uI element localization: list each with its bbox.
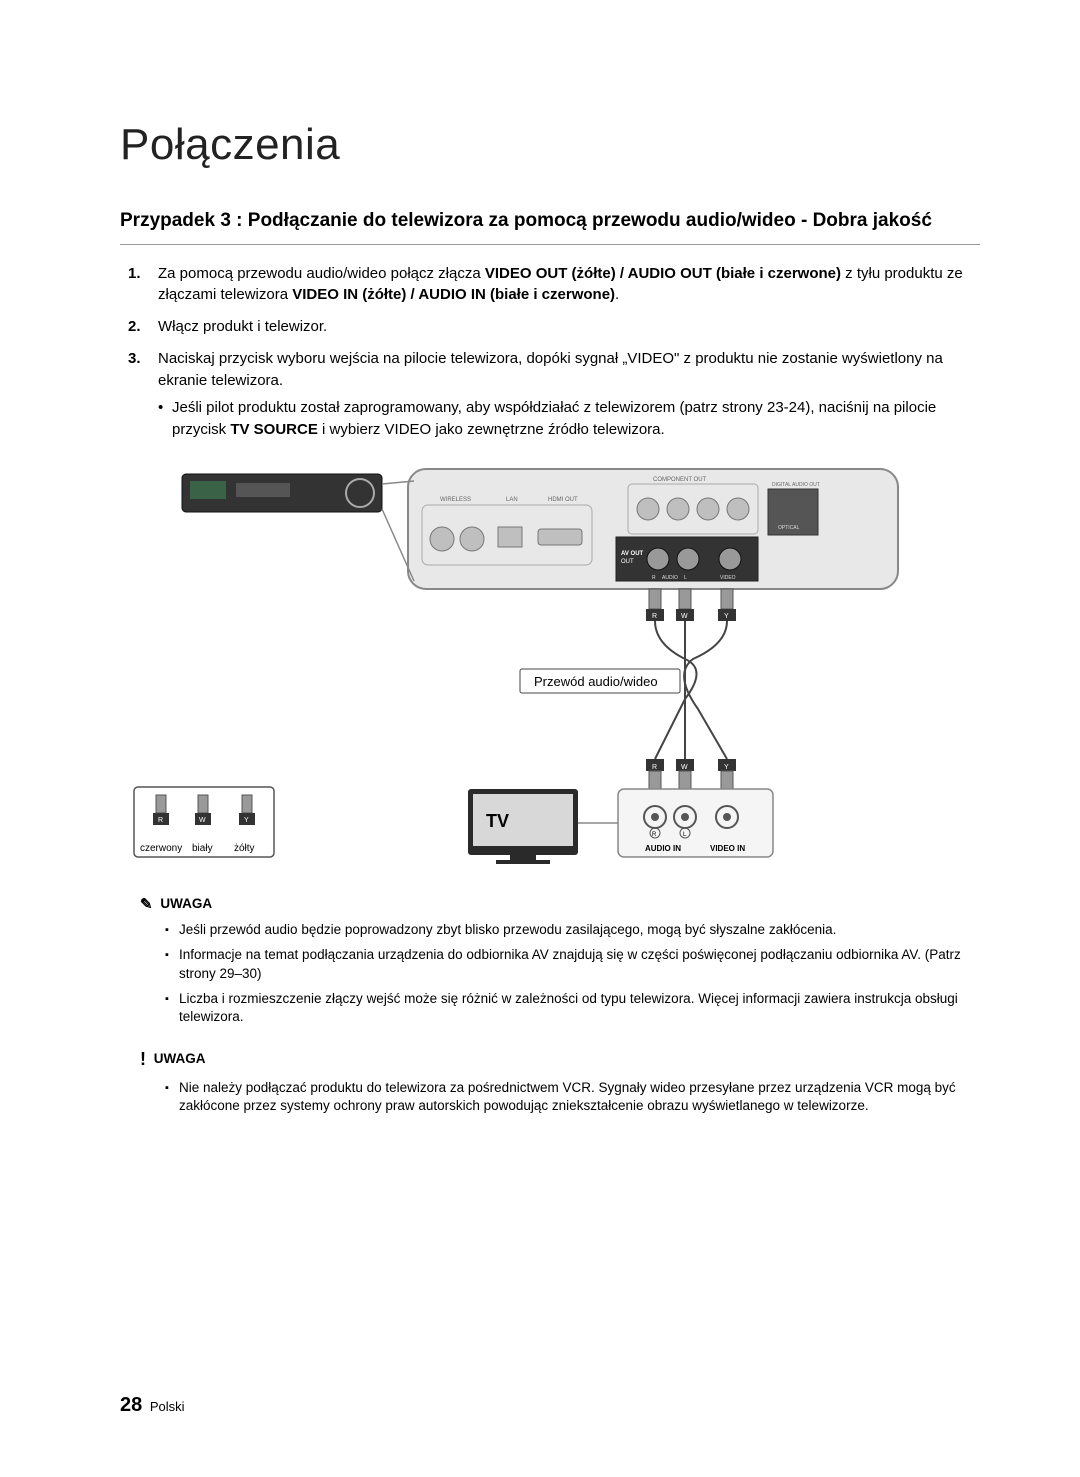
hdmi-label: HDMI OUT xyxy=(548,497,578,503)
video-in-label: VIDEO IN xyxy=(710,844,745,853)
optical-label: OPTICAL xyxy=(778,525,800,531)
step-2: Włącz produkt i telewizor. xyxy=(128,316,980,338)
step-1: Za pomocą przewodu audio/wideo połącz zł… xyxy=(128,263,980,307)
legend-yellow: żółty xyxy=(234,843,255,854)
note-block-1: ✎ UWAGA Jeśli przewód audio będzie popro… xyxy=(120,894,980,1027)
svg-text:W: W xyxy=(199,817,206,824)
page-title: Połączenia xyxy=(120,120,980,170)
svg-text:Y: Y xyxy=(724,613,729,620)
note-2-item-1: Nie należy podłączać produktu do telewiz… xyxy=(165,1079,980,1117)
svg-text:Y: Y xyxy=(244,817,249,824)
svg-text:OUT: OUT xyxy=(621,559,634,565)
digital-audio-label: DIGITAL AUDIO OUT xyxy=(772,482,820,488)
page-footer: 28 Polski xyxy=(120,1394,185,1417)
video-label: VIDEO xyxy=(720,575,736,581)
svg-text:W: W xyxy=(681,613,688,620)
component-label: COMPONENT OUT xyxy=(653,477,707,483)
note-1-item-3: Liczba i rozmieszczenie złączy wejść moż… xyxy=(165,990,980,1028)
audio-label: AUDIO xyxy=(662,575,678,581)
svg-text:R: R xyxy=(652,832,657,838)
svg-text:W: W xyxy=(681,764,688,771)
note-icon: ✎ xyxy=(140,894,153,915)
connection-diagram: WIRELESS LAN HDMI OUT COMPONENT OUT DIGI… xyxy=(128,459,980,874)
svg-text:R: R xyxy=(652,575,656,581)
step-3-sub-bold: TV SOURCE xyxy=(230,421,318,438)
av-out-label: AV OUT xyxy=(621,551,644,557)
steps-list: Za pomocą przewodu audio/wideo połącz zł… xyxy=(128,263,980,441)
section-heading: Przypadek 3 : Podłączanie do telewizora … xyxy=(120,208,980,245)
step-1-bold-1: VIDEO OUT (żółte) / AUDIO OUT (białe i c… xyxy=(485,265,841,282)
step-3-text: Naciskaj przycisk wyboru wejścia na pilo… xyxy=(158,350,943,389)
note-1-item-2: Informacje na temat podłączania urządzen… xyxy=(165,946,980,984)
page-lang: Polski xyxy=(150,1399,185,1414)
note-1-item-1: Jeśli przewód audio będzie poprowadzony … xyxy=(165,921,980,940)
step-3: Naciskaj przycisk wyboru wejścia na pilo… xyxy=(128,348,980,441)
audio-in-label: AUDIO IN xyxy=(645,844,681,853)
note-block-2: ! UWAGA Nie należy podłączać produktu do… xyxy=(120,1047,980,1116)
svg-text:R: R xyxy=(652,764,657,771)
legend-white: biały xyxy=(192,843,213,854)
bottom-plugs: R W Y xyxy=(646,759,736,789)
tv-label: TV xyxy=(486,811,509,831)
legend-red: czerwony xyxy=(140,843,182,854)
warning-icon: ! xyxy=(140,1047,146,1072)
top-plugs: R W Y xyxy=(646,589,736,621)
page-number: 28 xyxy=(120,1394,142,1416)
svg-text:R: R xyxy=(652,613,657,620)
svg-text:Y: Y xyxy=(724,764,729,771)
note-1-head: UWAGA xyxy=(160,896,212,911)
lan-label: LAN xyxy=(506,497,518,503)
step-3-sub-b: i wybierz VIDEO jako zewnętrzne źródło t… xyxy=(318,421,665,438)
step-3-sub: Jeśli pilot produktu został zaprogramowa… xyxy=(158,397,980,441)
wireless-label: WIRELESS xyxy=(440,497,471,503)
cable-label: Przewód audio/wideo xyxy=(534,674,658,689)
note-2-head: UWAGA xyxy=(154,1052,206,1067)
step-1-text-a: Za pomocą przewodu audio/wideo połącz zł… xyxy=(158,265,485,282)
svg-text:R: R xyxy=(158,817,163,824)
step-1-text-c: . xyxy=(615,286,619,303)
svg-text:L: L xyxy=(684,575,687,581)
step-1-bold-2: VIDEO IN (żółte) / AUDIO IN (białe i cze… xyxy=(292,286,615,303)
